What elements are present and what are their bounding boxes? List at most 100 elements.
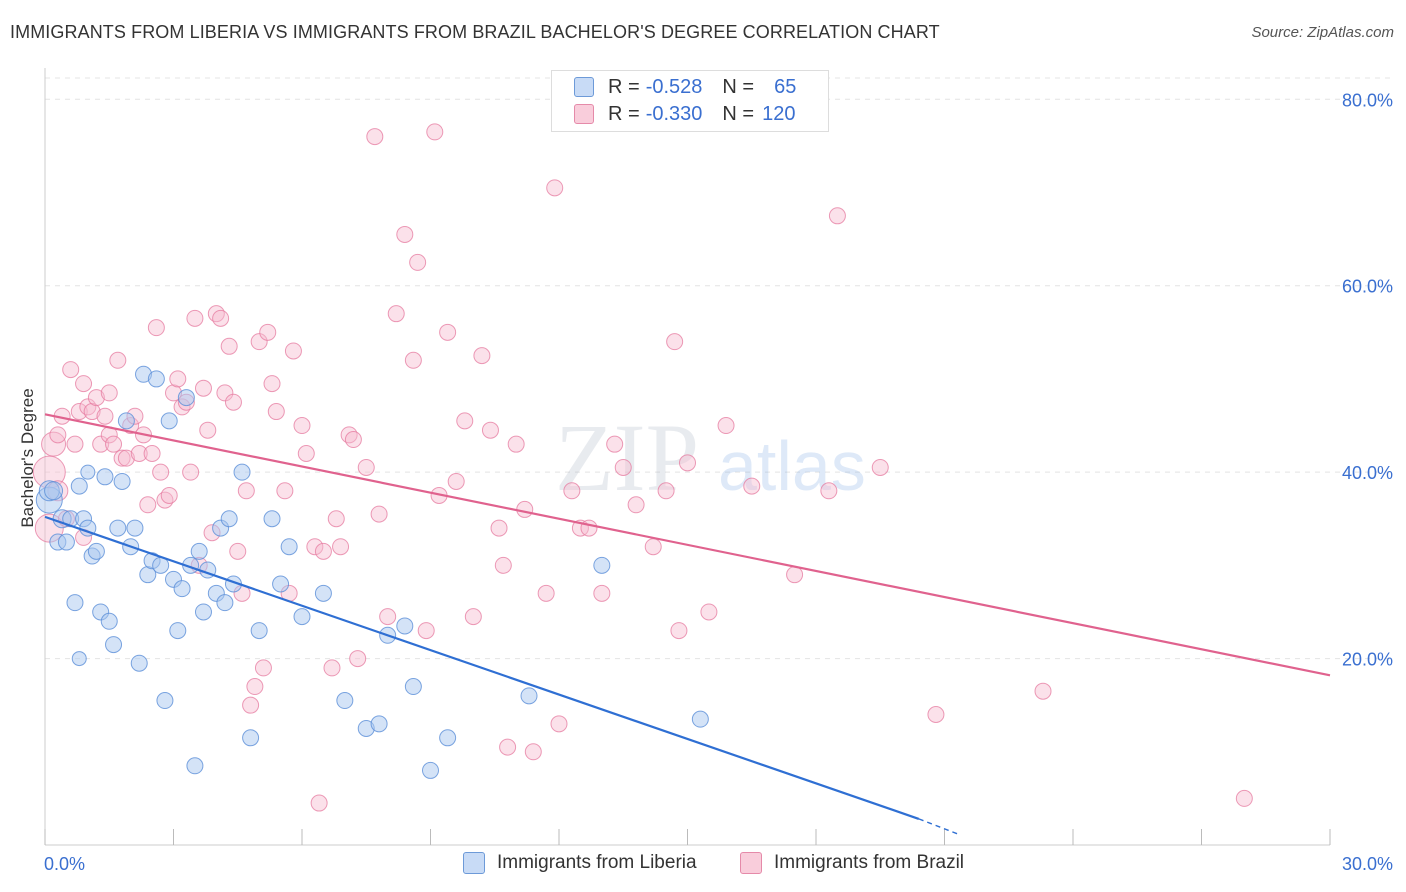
liberia-points xyxy=(35,365,709,779)
brazil-point xyxy=(160,486,178,504)
brazil-point xyxy=(563,482,581,500)
brazil-point xyxy=(828,207,846,225)
brazil-point xyxy=(87,389,105,407)
brazil-point xyxy=(606,435,624,453)
watermark-atlas: atlas xyxy=(718,427,866,505)
correlation-legend: R = -0.528 N = 65 R = -0.330 N = 120 xyxy=(551,70,829,132)
liberia-point xyxy=(220,510,238,528)
liberia-point xyxy=(66,594,84,612)
liberia-point xyxy=(87,542,105,560)
brazil-point xyxy=(473,347,491,365)
x-tick-label: 0.0% xyxy=(44,854,85,874)
liberia-point xyxy=(130,654,148,672)
liberia-point xyxy=(105,636,123,654)
x-tick-label: 30.0% xyxy=(1342,854,1393,874)
brazil-point xyxy=(550,715,568,733)
brazil-point xyxy=(409,253,427,271)
legend-row-brazil: R = -0.330 N = 120 xyxy=(574,102,795,126)
brazil-point xyxy=(254,659,272,677)
legend-r-value: -0.330 xyxy=(645,102,703,125)
liberia-point xyxy=(177,389,195,407)
brazil-point xyxy=(447,472,465,490)
liberia-point xyxy=(520,687,538,705)
watermark: ZIP atlas xyxy=(555,404,866,511)
tick-labels: 20.0% 40.0% 60.0% 80.0% 0.0% 30.0% xyxy=(44,90,1393,874)
liberia-point xyxy=(96,468,114,486)
brazil-point xyxy=(494,556,512,574)
brazil-point xyxy=(537,584,555,602)
brazil-point xyxy=(152,463,170,481)
brazil-point xyxy=(70,403,88,421)
liberia-point xyxy=(126,519,144,537)
liberia-point xyxy=(169,622,187,640)
liberia-point xyxy=(250,622,268,640)
brazil-point xyxy=(456,412,474,430)
legend-label-brazil: Immigrants from Brazil xyxy=(774,852,965,873)
legend-row-liberia: R = -0.528 N = 65 xyxy=(574,75,796,99)
brazil-point xyxy=(186,309,204,327)
gridlines xyxy=(45,77,1395,660)
brazil-point xyxy=(199,421,217,439)
liberia-point xyxy=(173,580,191,598)
brazil-point xyxy=(194,379,212,397)
brazil-point xyxy=(499,738,517,756)
brazil-point xyxy=(212,309,230,327)
legend-n-value: 120 xyxy=(762,102,796,125)
brazil-point xyxy=(370,505,388,523)
brazil-point xyxy=(679,454,696,472)
brazil-point xyxy=(276,482,294,500)
brazil-point xyxy=(284,342,302,360)
liberia-point xyxy=(44,481,64,501)
brazil-point xyxy=(267,403,285,421)
brazil-point xyxy=(670,622,688,640)
brazil-point xyxy=(109,351,127,369)
brazil-point xyxy=(666,333,684,351)
brazil-swatch xyxy=(574,104,594,124)
liberia-point xyxy=(336,692,354,710)
liberia-point xyxy=(233,463,251,481)
liberia-point xyxy=(109,519,127,537)
brazil-point xyxy=(220,337,238,355)
brazil-point xyxy=(593,584,611,602)
y-tick-label: 80.0% xyxy=(1342,90,1393,110)
legend-item-liberia: Immigrants from Liberia xyxy=(463,852,697,874)
brazil-point xyxy=(657,482,675,500)
brazil-trend-line xyxy=(44,413,1331,677)
liberia-point xyxy=(147,370,165,388)
brazil-point xyxy=(481,421,499,439)
brazil-points xyxy=(32,123,1253,812)
legend-r-label: R = xyxy=(608,102,640,125)
brazil-point xyxy=(259,323,277,341)
liberia-point xyxy=(280,538,298,556)
liberia-point xyxy=(71,651,87,667)
brazil-point xyxy=(216,384,234,402)
brazil-point xyxy=(113,449,131,467)
brazil-point xyxy=(332,538,350,556)
liberia-point xyxy=(80,464,96,480)
liberia-point xyxy=(156,692,174,710)
brazil-point xyxy=(490,519,508,537)
brazil-point xyxy=(143,445,161,462)
liberia-point xyxy=(293,608,311,626)
brazil-point xyxy=(130,445,148,462)
brazil-point xyxy=(246,678,264,696)
legend-label-liberia: Immigrants from Liberia xyxy=(497,852,697,873)
liberia-point xyxy=(272,575,290,593)
brazil-point xyxy=(524,743,542,761)
y-axis-label: Bachelor's Degree xyxy=(18,388,37,528)
chart-title: IMMIGRANTS FROM LIBERIA VS IMMIGRANTS FR… xyxy=(10,22,940,42)
brazil-point xyxy=(263,375,281,393)
brazil-point xyxy=(323,659,341,677)
brazil-point xyxy=(49,426,67,444)
brazil-point xyxy=(580,519,598,537)
liberia-point xyxy=(593,556,611,574)
brazil-point xyxy=(507,435,525,453)
brazil-point xyxy=(786,566,804,584)
brazil-point xyxy=(417,622,435,640)
brazil-point xyxy=(627,496,645,514)
brazil-point xyxy=(229,542,247,560)
brazil-point xyxy=(700,603,718,621)
brazil-point xyxy=(297,445,315,462)
brazil-point xyxy=(349,650,367,668)
